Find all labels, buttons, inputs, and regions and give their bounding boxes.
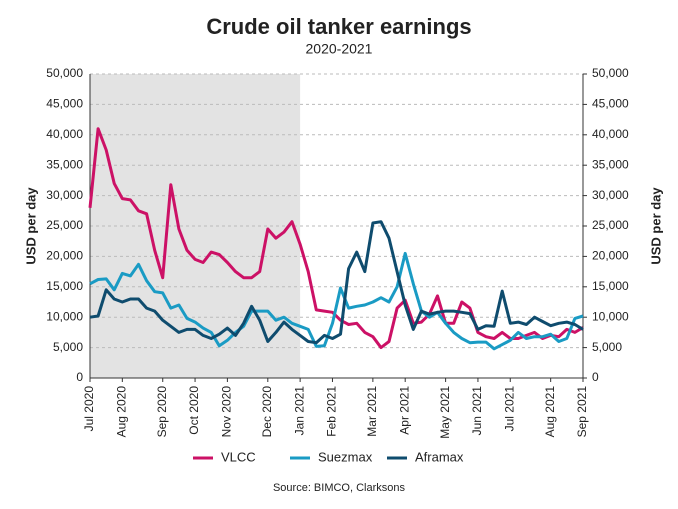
y-tick-label: 35,000 <box>46 157 83 171</box>
x-tick-label: May 2021 <box>438 386 452 439</box>
y2-tick-label: 45,000 <box>592 97 629 111</box>
y-tick-label: 45,000 <box>46 97 83 111</box>
chart-subtitle: 2020-2021 <box>306 41 373 57</box>
x-tick-label: Nov 2020 <box>220 386 234 438</box>
x-tick-label: Oct 2020 <box>187 386 201 435</box>
y2-tick-label: 25,000 <box>592 218 629 232</box>
y-axis-label: USD per day <box>23 187 38 265</box>
series-line <box>89 220 584 345</box>
source: Source: BIMCO, Clarksons <box>273 482 406 494</box>
x-tick-label: Jan 2021 <box>292 386 306 436</box>
x-tick-label: Aug 2020 <box>114 386 128 438</box>
x-tick-label: Sep 2021 <box>575 386 589 438</box>
y-tick-label: 10,000 <box>46 309 83 323</box>
x-tick-label: Apr 2021 <box>397 386 411 435</box>
y-tick-label: 20,000 <box>46 249 83 263</box>
series-line <box>88 127 584 350</box>
x-tick-label: Sep 2020 <box>155 386 169 438</box>
y2-tick-label: 20,000 <box>592 249 629 263</box>
x-tick-label: Mar 2021 <box>365 386 379 437</box>
y-tick-label: 50,000 <box>46 66 83 80</box>
y2-tick-label: 40,000 <box>592 127 629 141</box>
series-line <box>89 251 584 351</box>
x-tick-label: Jun 2021 <box>470 386 484 436</box>
y2-tick-label: 35,000 <box>592 157 629 171</box>
x-tick-label: Dec 2020 <box>260 386 274 438</box>
y2-tick-label: 15,000 <box>592 279 629 293</box>
y2-tick-label: 10,000 <box>592 309 629 323</box>
legend-label: VLCC <box>221 449 256 464</box>
y-tick-label: 25,000 <box>46 218 83 232</box>
x-tick-label: Feb 2021 <box>325 386 339 437</box>
y-tick-label: 5,000 <box>53 340 83 354</box>
y-tick-label: 0 <box>76 370 83 384</box>
y2-tick-label: 5,000 <box>592 340 622 354</box>
legend-label: Aframax <box>415 449 464 464</box>
y-tick-label: 15,000 <box>46 279 83 293</box>
y-tick-label: 30,000 <box>46 188 83 202</box>
x-tick-label: Jul 2021 <box>502 386 516 432</box>
y2-axis-label: USD per day <box>648 187 663 265</box>
y2-tick-label: 0 <box>592 370 599 384</box>
legend-label: Suezmax <box>318 449 373 464</box>
y2-tick-label: 30,000 <box>592 188 629 202</box>
x-tick-label: Aug 2021 <box>543 386 557 438</box>
y2-tick-label: 50,000 <box>592 66 629 80</box>
chart-title: Crude oil tanker earnings <box>206 14 471 39</box>
y-tick-label: 40,000 <box>46 127 83 141</box>
x-tick-label: Jul 2020 <box>82 386 96 432</box>
